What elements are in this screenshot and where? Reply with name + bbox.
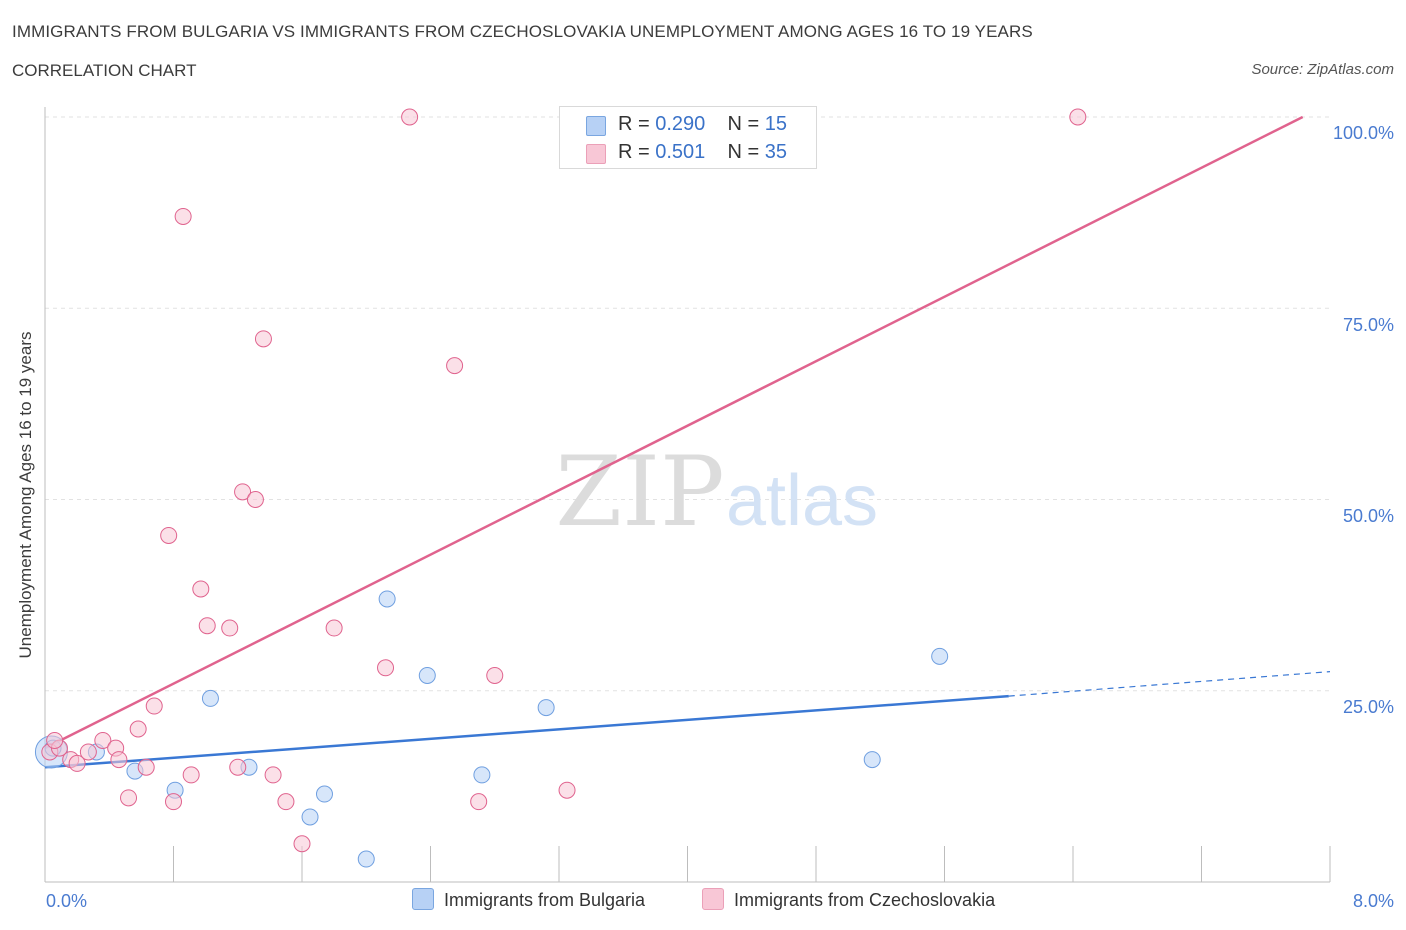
source-label: Source: ZipAtlas.com (1251, 61, 1394, 78)
point-czechoslovakia (198, 617, 216, 635)
point-czechoslovakia (377, 659, 395, 677)
point-czechoslovakia (68, 754, 86, 772)
watermark-atlas: atlas (726, 461, 878, 541)
point-bulgaria (537, 699, 555, 717)
point-bulgaria (863, 751, 881, 769)
watermark: ZIP atlas (555, 436, 878, 548)
point-czechoslovakia (129, 720, 147, 738)
y-axis-label: Unemployment Among Ages 16 to 19 years (16, 331, 35, 659)
point-czechoslovakia (558, 781, 576, 799)
point-czechoslovakia (182, 766, 200, 784)
point-czechoslovakia (254, 330, 272, 348)
trend-line-czechoslovakia (44, 115, 1304, 750)
legend-text-bulgaria: R = 0.290 N = 15 (618, 113, 788, 135)
point-bulgaria (473, 766, 491, 784)
point-czechoslovakia (246, 491, 264, 508)
point-czechoslovakia (234, 483, 252, 501)
point-czechoslovakia (145, 697, 163, 715)
watermark-zip: ZIP (555, 436, 724, 548)
point-czechoslovakia (401, 108, 419, 126)
point-bulgaria (301, 808, 319, 826)
point-bulgaria (357, 850, 375, 868)
y-tick-label-75: 75.0% (1342, 315, 1394, 335)
trend-lines (44, 115, 1331, 769)
point-czechoslovakia (1069, 108, 1087, 126)
trend-line-bulgaria (44, 694, 1009, 769)
point-czechoslovakia (264, 766, 282, 784)
point-czechoslovakia (325, 619, 343, 637)
chart-subtitle: CORRELATION CHART (12, 61, 197, 80)
y-tick-label-100: 100.0% (1332, 123, 1394, 143)
point-bulgaria (315, 785, 333, 803)
legend-swatch-czechoslovakia (586, 144, 606, 164)
point-czechoslovakia (120, 789, 138, 807)
y-tick-label-25: 25.0% (1342, 697, 1394, 717)
legend-item-czechoslovakia: Immigrants from Czechoslovakia (702, 888, 995, 911)
point-bulgaria (418, 666, 436, 684)
legend-item-bulgaria: Immigrants from Bulgaria (412, 888, 645, 911)
point-czechoslovakia (192, 580, 210, 598)
legend-swatch-czechoslovakia-bottom (702, 888, 724, 910)
point-czechoslovakia (94, 731, 112, 749)
point-czechoslovakia (110, 751, 128, 769)
point-bulgaria (201, 689, 219, 707)
point-czechoslovakia (277, 793, 295, 811)
y-tick-label-50: 50.0% (1342, 506, 1394, 526)
point-czechoslovakia (137, 758, 155, 776)
point-bulgaria (931, 647, 949, 665)
point-czechoslovakia (46, 731, 64, 749)
point-czechoslovakia (160, 526, 178, 544)
legend-text-czechoslovakia: R = 0.501 N = 35 (618, 141, 788, 163)
legend-swatch-bulgaria-bottom (412, 888, 434, 910)
x-tick-label-max: 8.0% (1352, 891, 1394, 911)
chart-title: IMMIGRANTS FROM BULGARIA VS IMMIGRANTS F… (12, 22, 1033, 41)
data-points (34, 108, 1087, 868)
point-czechoslovakia (470, 793, 488, 811)
stats-legend: R = 0.290 N = 15 R = 0.501 N = 35 (559, 106, 817, 169)
point-czechoslovakia (165, 793, 182, 811)
point-czechoslovakia (229, 758, 247, 776)
point-czechoslovakia (486, 666, 504, 684)
trend-line-bulgaria-extension (1008, 671, 1331, 697)
axes (44, 107, 1331, 883)
x-tick-label-min: 0.0% (46, 891, 88, 911)
point-czechoslovakia (79, 743, 97, 761)
point-czechoslovakia (221, 619, 239, 637)
point-bulgaria (378, 590, 396, 608)
point-czechoslovakia (174, 207, 192, 225)
grid-lines (45, 116, 1330, 692)
point-czechoslovakia (293, 835, 311, 853)
point-czechoslovakia (446, 357, 464, 375)
legend-swatch-bulgaria (586, 116, 606, 136)
